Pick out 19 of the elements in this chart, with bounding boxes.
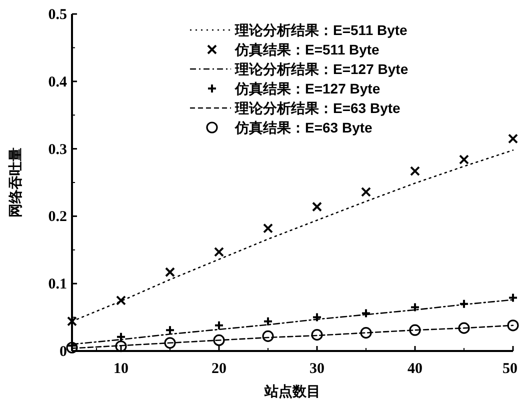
legend-label: 理论分析结果：E=127 Byte (234, 61, 408, 77)
y-tick-label: 0.1 (48, 276, 67, 293)
legend-label: 仿真结果：E=127 Byte (234, 80, 380, 96)
x-axis-title: 站点数目 (264, 383, 320, 399)
legend-label: 理论分析结果：E=511 Byte (234, 22, 408, 38)
legend-label: 理论分析结果：E=63 Byte (234, 100, 401, 116)
y-tick-label: 0.4 (48, 74, 68, 90)
legend-label: 仿真结果：E=511 Byte (234, 42, 380, 58)
y-tick-label: 0 (60, 344, 67, 360)
x-tick-label: 40 (408, 361, 422, 377)
y-axis-title: 网络吞吐量 (7, 148, 23, 218)
y-tick-label: 0.2 (48, 209, 67, 226)
y-tick-label: 0.5 (48, 7, 67, 23)
x-tick-label: 10 (114, 361, 128, 377)
x-tick-label: 20 (212, 361, 226, 377)
x-tick-label: 50 (502, 361, 518, 377)
x-tick-label: 30 (310, 361, 324, 377)
legend-label: 仿真结果：E=63 Byte (234, 120, 373, 136)
y-tick-label: 0.3 (48, 142, 67, 158)
